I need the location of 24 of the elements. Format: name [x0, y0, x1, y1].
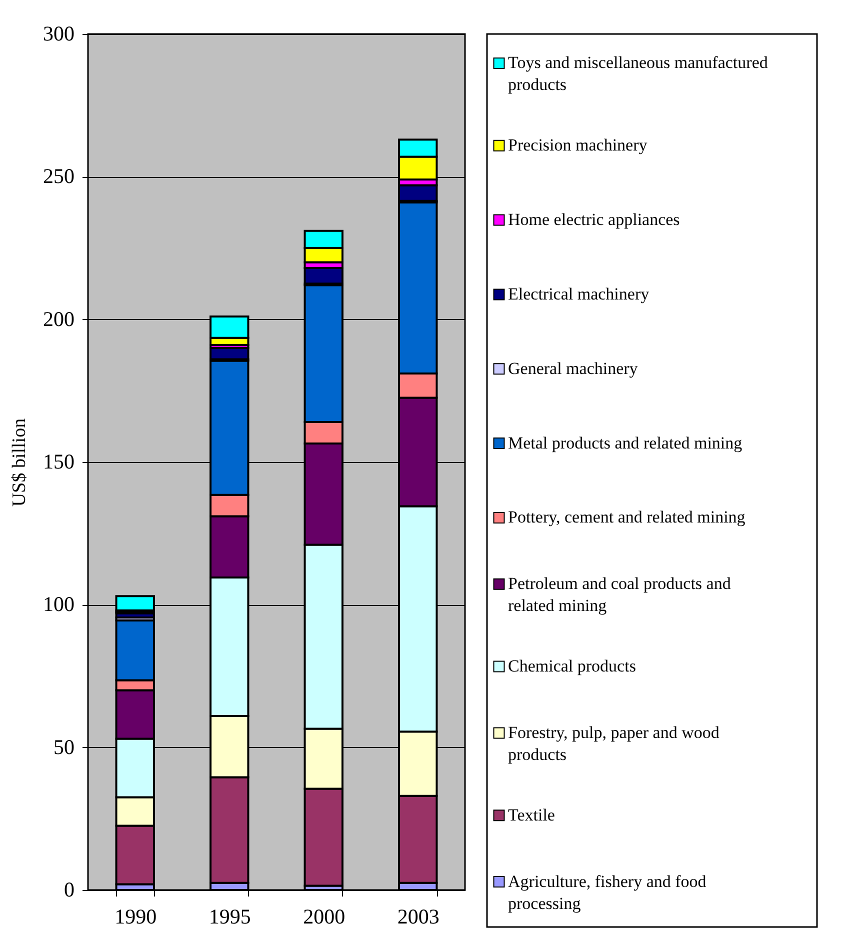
x-tick-label: 1995: [208, 904, 251, 928]
x-tick-label: 2000: [303, 904, 346, 928]
x-tick-label: 1990: [114, 904, 157, 928]
y-tick-label: 300: [43, 22, 74, 46]
y-tick-label: 50: [54, 734, 74, 759]
legend-label: Petroleum and coal products and related mining: [508, 574, 732, 616]
legend-label: Metal products and related mining: [508, 433, 743, 452]
y-tick-label: 100: [43, 592, 74, 616]
legend-label: Electrical machinery: [508, 284, 650, 304]
y-tick-label: 250: [43, 164, 74, 188]
legend-label: Textile: [508, 805, 555, 824]
y-tick-label: 150: [43, 450, 74, 474]
legend-label: Agriculture, fishery and food processing: [508, 872, 707, 913]
legend-label: Precision machinery: [508, 136, 648, 155]
legend-label: Pottery, cement and related mining: [508, 508, 746, 527]
y-tick-label: 0: [64, 878, 74, 902]
y-tick-label: 200: [43, 306, 74, 331]
legend-label: General machinery: [508, 358, 638, 378]
y-axis-title: US$ billion: [9, 418, 30, 507]
x-tick-label: 2003: [397, 904, 440, 928]
legend-label: Home electric appliances: [508, 210, 680, 230]
legend-label: Chemical products: [508, 656, 636, 676]
legend-label: Forestry, pulp, paper and wood products: [508, 722, 720, 764]
legend-label: Toys and miscellaneous manufactured products: [508, 53, 768, 94]
